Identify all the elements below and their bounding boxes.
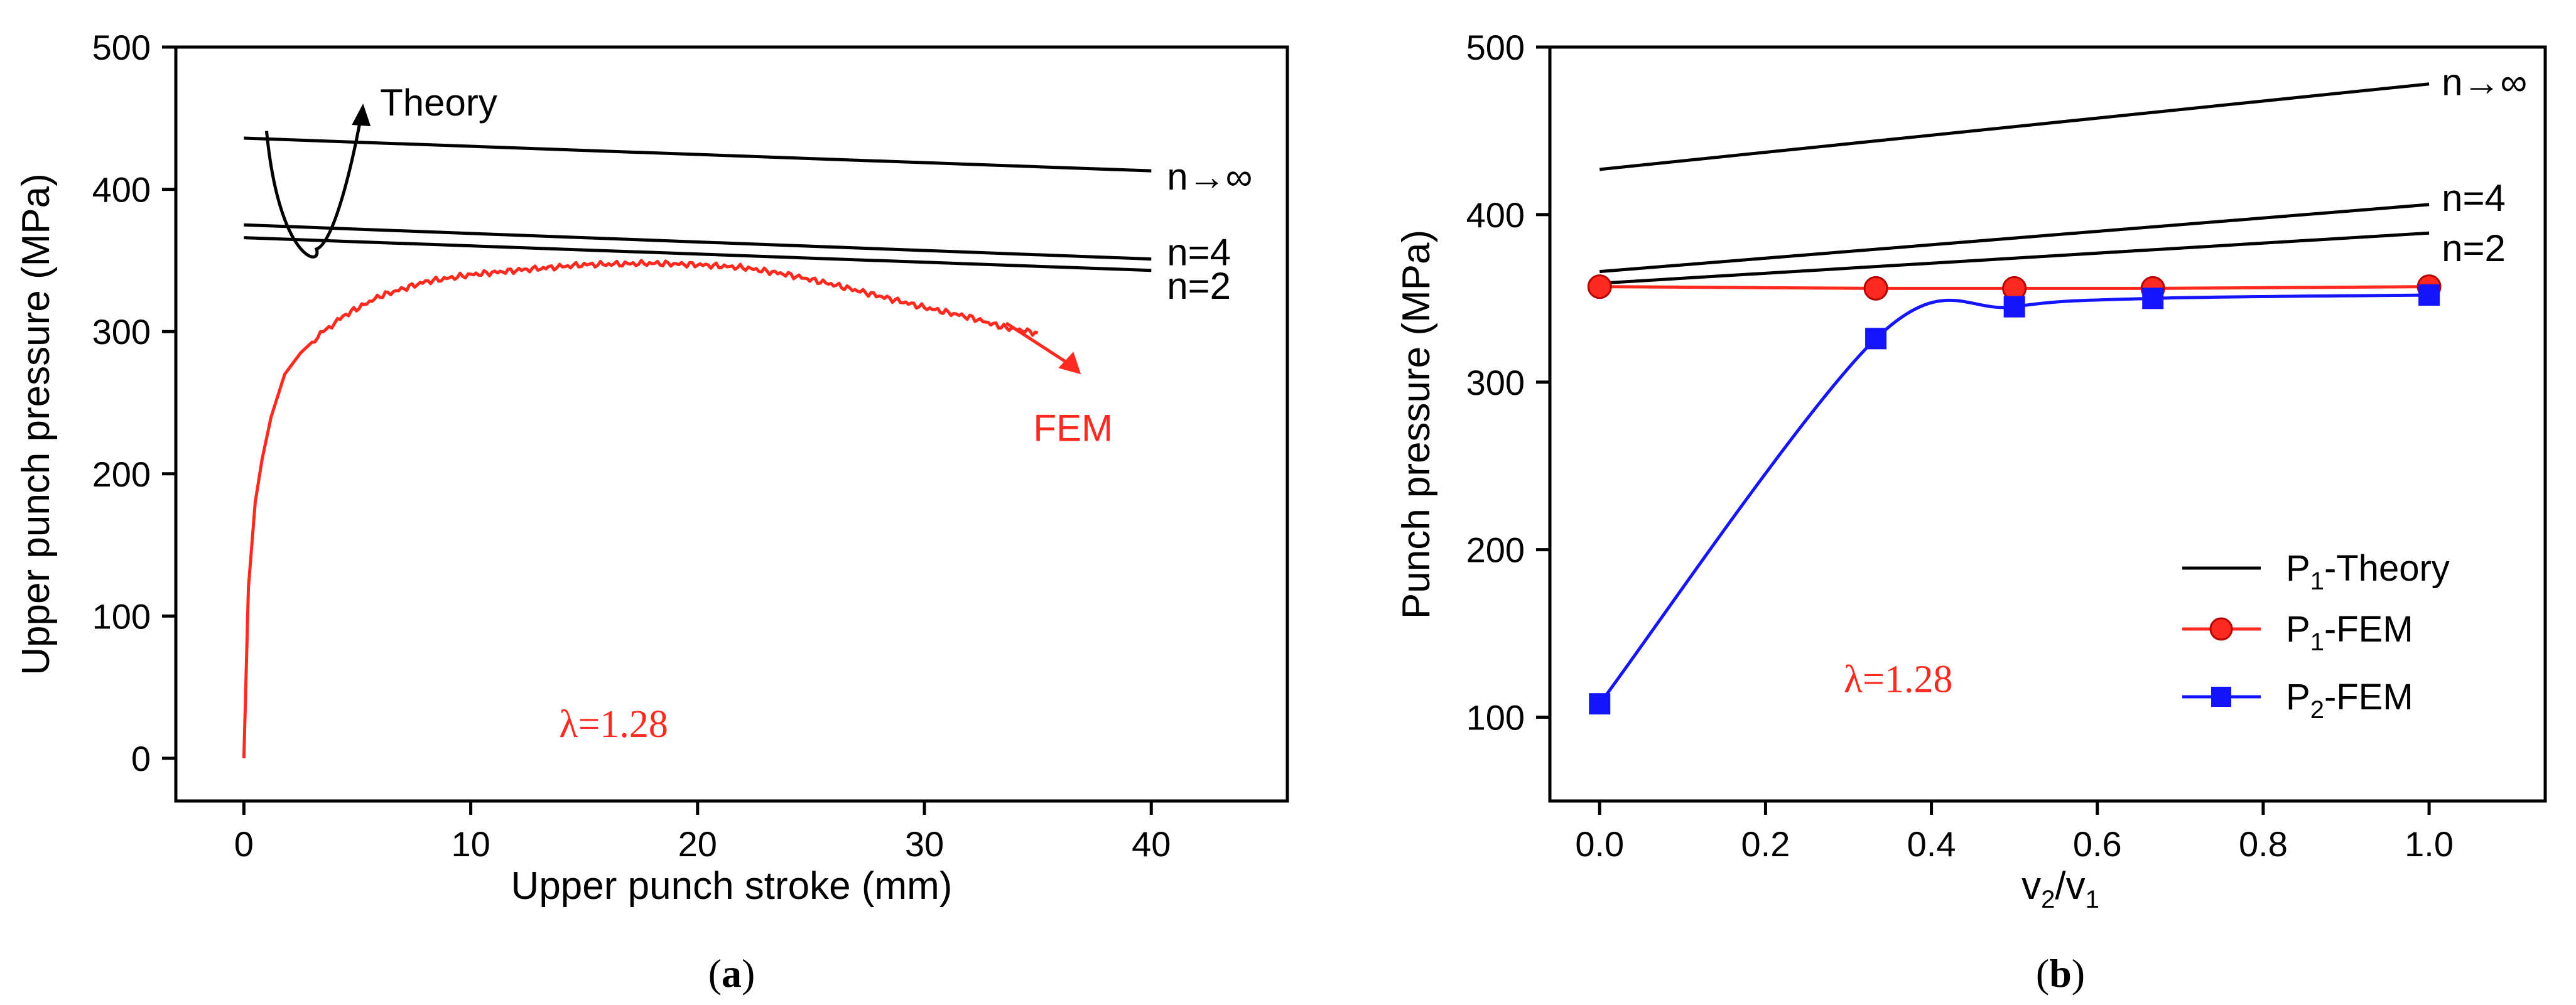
chart-a-series-n4-label: n=4 xyxy=(1167,232,1231,274)
chart-b-ytick-label: 100 xyxy=(1466,698,1525,738)
chart-b: 0.0 0.2 0.4 0.6 0.8 1.0 100 200 300 400 500 n→∞ n=4… xyxy=(1395,28,2547,996)
chart-a-series-n-inf-label: n→∞ xyxy=(1167,156,1252,198)
chart-b-p2-fem-point xyxy=(2142,288,2164,309)
legend-label-p1-fem: P1-FEM xyxy=(2286,609,2413,656)
chart-b-legend: P1-Theory P1-FEM P2-FEM xyxy=(2182,548,2450,724)
legend-marker-p2-fem xyxy=(2211,687,2231,707)
chart-b-p2-fem-point xyxy=(2418,284,2440,306)
chart-a-series-n4 xyxy=(244,223,1152,261)
chart-a-ylabel: Upper punch pressure (MPa) xyxy=(14,173,58,675)
chart-a-fem-arrowhead xyxy=(1058,352,1081,375)
chart-a-xtick-label: 20 xyxy=(678,824,717,864)
chart-b-p2-fem-point xyxy=(1865,328,1887,350)
chart-a-theory-arrowhead xyxy=(352,103,371,126)
chart-a-xlabel: Upper punch stroke (mm) xyxy=(511,864,953,908)
chart-b-xtick-label: 0.2 xyxy=(1741,824,1790,864)
chart-a-series-n2 xyxy=(244,236,1152,272)
chart-b-series-n4 xyxy=(1599,203,2430,274)
chart-a-xtick-label: 40 xyxy=(1132,824,1171,864)
chart-a-ytick-label: 500 xyxy=(92,28,151,67)
chart-b-ytick-label: 500 xyxy=(1466,28,1525,67)
chart-a-ytick-label: 300 xyxy=(92,312,151,352)
chart-a-xtick-label: 10 xyxy=(451,824,490,864)
chart-b-frame xyxy=(1548,45,2547,803)
chart-b-xtick-label: 0.4 xyxy=(1907,824,1956,864)
chart-b-p2-fem-point xyxy=(2003,296,2025,318)
chart-a-series-n-inf xyxy=(244,136,1152,173)
chart-a-xtick-label: 0 xyxy=(234,824,254,864)
chart-a-theory-label: Theory xyxy=(380,82,497,124)
chart-b-ytick-label: 200 xyxy=(1466,530,1525,570)
chart-b-xlabel: v2/v1 xyxy=(2021,864,2099,913)
chart-a-xtick-label: 30 xyxy=(905,824,944,864)
legend-label-p1-theory: P1-Theory xyxy=(2286,548,2450,595)
chart-b-p1-fem-point xyxy=(1587,274,1612,299)
chart-a-ytick-label: 0 xyxy=(131,739,151,778)
chart-b-series-p2-fem xyxy=(1598,293,2430,705)
chart-b-ylabel: Punch pressure (MPa) xyxy=(1395,230,1438,619)
chart-a-fem-label: FEM xyxy=(1033,407,1113,449)
chart-b-caption: (b) xyxy=(2036,951,2085,996)
chart-a-caption: (a) xyxy=(708,951,755,996)
chart-a-series-n2-label: n=2 xyxy=(1167,265,1231,307)
chart-b-xtick-label: 0.0 xyxy=(1575,824,1624,864)
chart-a-ytick-label: 100 xyxy=(92,596,151,636)
chart-a-ytick-label: 400 xyxy=(92,170,151,210)
chart-b-series-n2-label: n=2 xyxy=(2442,227,2506,269)
chart-b-xtick-label: 0.8 xyxy=(2239,824,2288,864)
chart-b-ytick-label: 400 xyxy=(1466,195,1525,235)
chart-a-lambda: λ=1.28 xyxy=(559,703,668,746)
chart-b-series-n2 xyxy=(1599,231,2430,285)
chart-b-p2-fem-point xyxy=(1589,693,1611,715)
chart-b-series-n-inf-label: n→∞ xyxy=(2442,62,2527,104)
chart-a-series-fem xyxy=(242,259,1039,759)
chart-b-xtick-label: 0.6 xyxy=(2073,824,2122,864)
chart-b-xtick-label: 1.0 xyxy=(2405,824,2454,864)
chart-b-ytick-label: 300 xyxy=(1466,363,1525,402)
chart-b-lambda: λ=1.28 xyxy=(1844,658,1953,701)
chart-a-fem-arrow xyxy=(1005,321,1074,368)
chart-b-series-n-inf xyxy=(1599,82,2430,171)
chart-a-ytick-label: 200 xyxy=(92,454,151,494)
chart-b-p1-fem-point xyxy=(1863,276,1888,301)
chart-a-frame xyxy=(174,45,1289,803)
legend-label-p2-fem: P2-FEM xyxy=(2286,677,2413,724)
chart-a-theory-bracket xyxy=(265,110,364,259)
chart-b-series-n4-label: n=4 xyxy=(2442,177,2506,219)
legend-marker-p1-fem xyxy=(2209,617,2233,641)
